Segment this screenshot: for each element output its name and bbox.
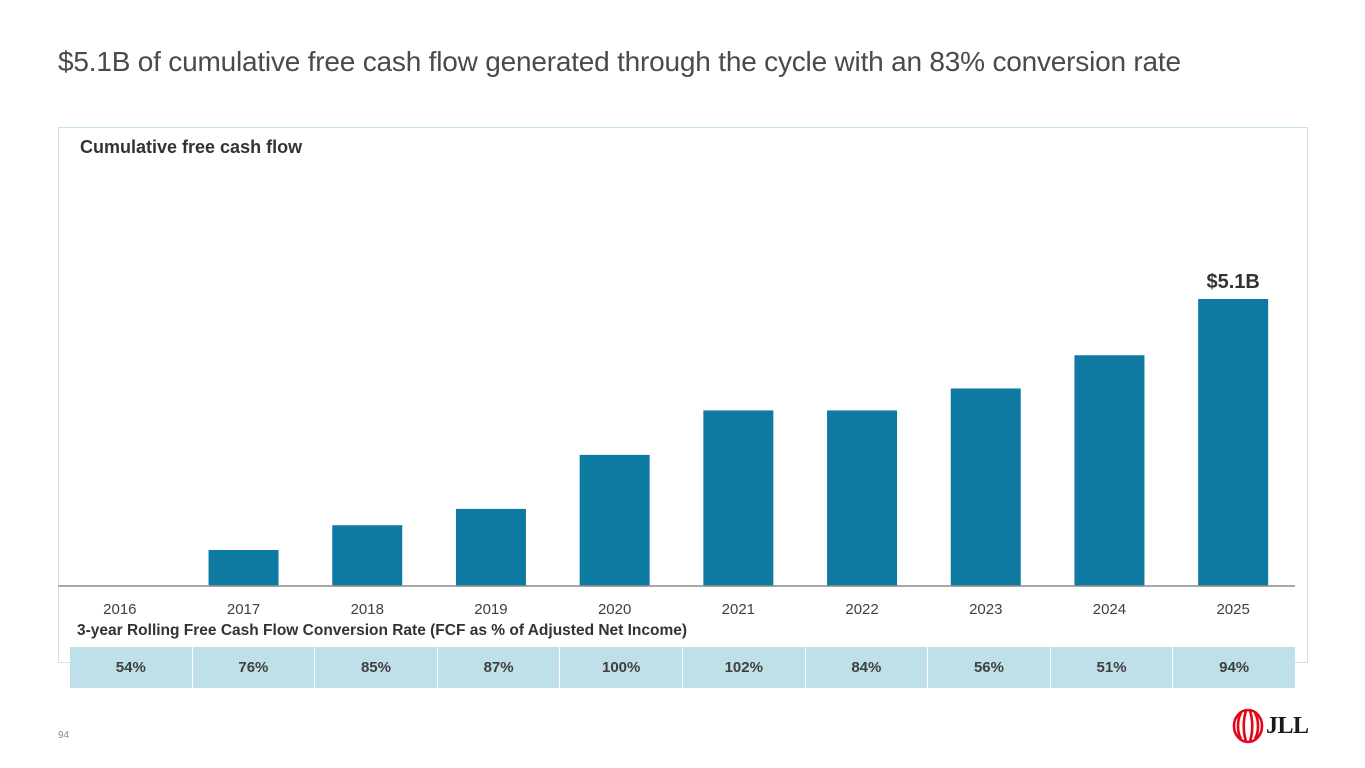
bar-2019 (455, 508, 526, 586)
x-tick-label: 2022 (845, 601, 878, 618)
bar-2024 (1074, 355, 1145, 586)
page-number: 94 (58, 730, 70, 741)
conversion-rate-cell: 56% (927, 647, 1050, 688)
conversion-rate-table: 54% 76% 85% 87% 100% 102% 84% 56% 51% 94% (70, 647, 1295, 688)
x-tick-label: 2018 (351, 601, 384, 618)
logo-text: JLL (1266, 712, 1309, 739)
bar-2025 (1198, 299, 1269, 586)
conversion-rate-cell: 51% (1049, 647, 1173, 688)
conversion-rate-cell: 94% (1172, 647, 1295, 688)
conversion-rate-cell: 76% (191, 647, 315, 688)
bar-2022 (827, 410, 898, 586)
x-tick-label: 2023 (969, 601, 1002, 618)
x-tick-label: 2025 (1216, 601, 1249, 618)
bar-2021 (703, 410, 774, 586)
bar-2017 (208, 549, 279, 586)
jll-logo: JLL (1232, 708, 1309, 744)
conversion-rate-cell: 84% (804, 647, 928, 688)
jll-flame-icon (1232, 708, 1264, 744)
chart-title: Cumulative free cash flow (80, 137, 303, 157)
bar-2023 (950, 388, 1021, 586)
data-label-2025: $5.1B (1206, 271, 1259, 293)
conversion-rate-cell: 54% (115, 659, 146, 676)
x-tick-label: 2016 (103, 601, 136, 618)
conversion-rate-cell: 87% (436, 647, 560, 688)
conversion-rate-label: 3-year Rolling Free Cash Flow Conversion… (77, 622, 688, 639)
x-tick-label: 2024 (1093, 601, 1126, 618)
conversion-rate-cell: 85% (314, 647, 437, 688)
conversion-rate-cell: 102% (681, 647, 805, 688)
bar-2018 (332, 525, 403, 586)
x-tick-label: 2020 (598, 601, 631, 618)
x-tick-label: 2019 (474, 601, 507, 618)
x-tick-label: 2021 (722, 601, 755, 618)
conversion-rate-cell: 100% (559, 647, 682, 688)
x-tick-label: 2017 (227, 601, 260, 618)
bar-2020 (579, 454, 650, 586)
page-title: $5.1B of cumulative free cash flow gener… (58, 46, 1181, 77)
